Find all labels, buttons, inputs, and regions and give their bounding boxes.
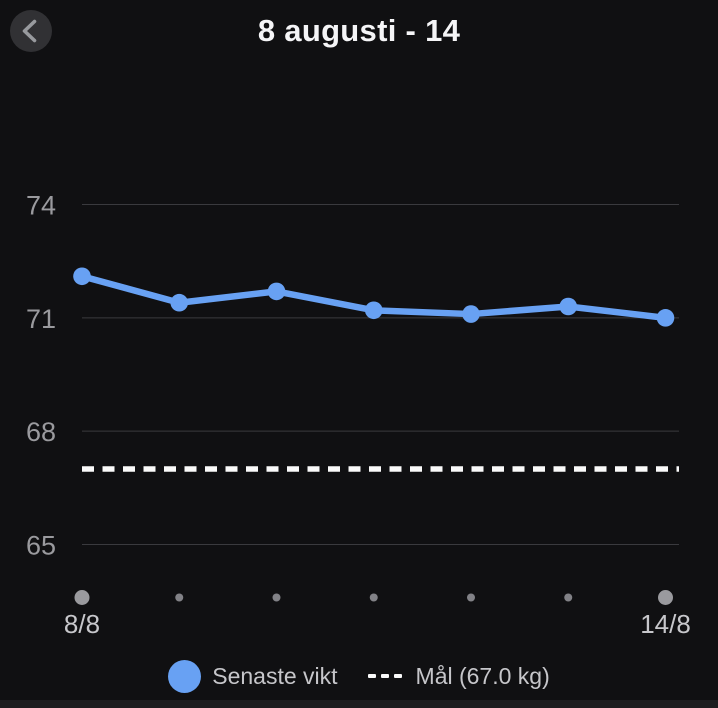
legend-weight-label: Senaste vikt bbox=[212, 662, 338, 689]
goal-dash bbox=[380, 674, 389, 678]
chevron-left-icon bbox=[10, 10, 52, 52]
goal-dash bbox=[393, 674, 402, 678]
weight-data-point[interactable] bbox=[73, 267, 91, 286]
goal-dash bbox=[367, 674, 376, 678]
weight-series-marker-icon bbox=[168, 659, 202, 693]
chart-legend: Senaste vikt Mål (67.0 kg) bbox=[0, 652, 718, 700]
bottom-strip bbox=[0, 700, 718, 708]
x-axis-dot bbox=[467, 593, 475, 602]
legend-item-goal: Mål (67.0 kg) bbox=[367, 662, 550, 690]
weight-data-point[interactable] bbox=[656, 309, 675, 327]
x-axis-dot bbox=[175, 593, 184, 602]
y-tick-label: 65 bbox=[26, 531, 56, 561]
weight-data-point[interactable] bbox=[267, 282, 286, 301]
y-tick-label: 71 bbox=[26, 304, 56, 334]
y-tick-label: 74 bbox=[26, 191, 56, 221]
x-tick-label: 14/8 bbox=[640, 609, 691, 639]
header: 8 augusti - 14 bbox=[0, 0, 718, 62]
x-axis-dot bbox=[658, 590, 673, 605]
weight-data-point[interactable] bbox=[170, 293, 189, 312]
x-axis-dot bbox=[74, 590, 90, 605]
legend-goal-label: Mål (67.0 kg) bbox=[415, 662, 550, 689]
weight-data-point[interactable] bbox=[364, 301, 383, 320]
weight-data-point[interactable] bbox=[462, 305, 480, 323]
x-axis-dot bbox=[564, 593, 573, 602]
y-tick-label: 68 bbox=[26, 417, 56, 447]
legend-item-weight: Senaste vikt bbox=[168, 659, 338, 693]
x-tick-label: 8/8 bbox=[64, 609, 100, 639]
x-axis-dot bbox=[369, 593, 378, 602]
x-axis-dot bbox=[272, 593, 281, 602]
back-button[interactable] bbox=[10, 10, 52, 52]
goal-line-marker-icon bbox=[367, 674, 402, 678]
weight-data-point[interactable] bbox=[559, 297, 578, 316]
weight-chart[interactable]: 74 71 68 65 8/8 14/8 bbox=[0, 0, 718, 650]
page-title: 8 augusti - 14 bbox=[257, 13, 461, 48]
